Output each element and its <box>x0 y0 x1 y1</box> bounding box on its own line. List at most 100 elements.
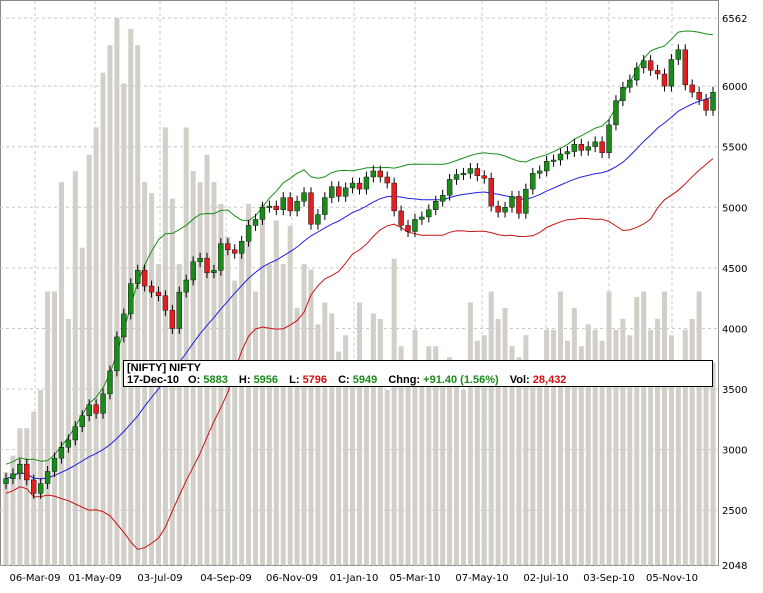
candle-body <box>453 174 460 180</box>
volume-bar <box>599 340 605 565</box>
volume-bar <box>93 127 99 566</box>
candle-body <box>24 463 30 481</box>
candle-body <box>273 205 280 210</box>
candle-body <box>391 182 397 212</box>
volume-bar <box>253 291 259 565</box>
volume-bar <box>176 264 182 565</box>
volume-bar <box>516 357 522 565</box>
candle-body <box>238 241 245 254</box>
info-close-value: 5949 <box>352 374 378 386</box>
candle-body <box>252 219 259 226</box>
candle-body <box>398 210 404 226</box>
candle-body <box>488 177 494 207</box>
y-tick-label: 4000 <box>722 324 747 335</box>
candle-body <box>495 205 501 213</box>
candle-body <box>647 60 654 71</box>
volume-bar <box>350 362 356 565</box>
volume-bar <box>433 346 439 565</box>
volume-bar <box>315 324 321 565</box>
candle-body <box>703 99 709 111</box>
info-change-label: Chng: <box>388 374 421 386</box>
volume-bar <box>266 264 272 565</box>
candle-body <box>592 141 598 147</box>
volume-bar <box>273 220 279 565</box>
candle-body <box>10 473 16 479</box>
volume-bar <box>648 329 654 565</box>
candle-body <box>79 415 85 427</box>
volume-bar <box>363 368 369 565</box>
volume-bar <box>391 258 397 565</box>
candle-body <box>329 186 335 198</box>
volume-bar <box>17 428 23 565</box>
volume-bar <box>454 384 460 565</box>
candle-body <box>190 261 196 281</box>
volume-bar <box>183 127 189 566</box>
y-tick-label: 5500 <box>722 143 747 154</box>
volume-bar <box>38 389 44 565</box>
candle-body <box>613 100 619 126</box>
volume-bar <box>710 362 716 565</box>
candle-body <box>654 70 661 75</box>
info-change-value: +91.40 (1.56%) <box>423 374 499 386</box>
candle-body <box>564 151 571 155</box>
volume-bar <box>696 291 702 565</box>
candle-body <box>446 179 453 196</box>
info-values-row: 17-Dec-10 O: 5883 H: 5956 L: 5796 C: 594… <box>127 374 709 386</box>
candle-body <box>356 182 363 190</box>
candle-body <box>287 197 293 212</box>
candle-body <box>412 219 418 232</box>
volume-bar <box>322 302 328 565</box>
candle-body <box>121 313 127 338</box>
y-tick-label: 6000 <box>722 82 747 93</box>
candle-body <box>204 257 210 273</box>
volume-bar <box>474 340 480 565</box>
volume-bar <box>10 455 16 565</box>
candle-body <box>557 153 564 161</box>
volume-bar <box>3 472 9 565</box>
volume-bar <box>495 318 501 565</box>
candle-body <box>578 144 585 151</box>
volume-bar <box>52 291 58 565</box>
candle-body <box>141 270 148 287</box>
candle-body <box>530 173 536 190</box>
candle-body <box>585 146 591 151</box>
candle-body <box>634 67 640 81</box>
volume-bar <box>384 389 390 565</box>
info-low-value: 5796 <box>302 374 328 386</box>
candle-body <box>93 404 99 414</box>
candle-body <box>183 279 189 293</box>
volume-bar <box>232 280 238 565</box>
volume-bar <box>329 313 335 565</box>
candle-body <box>176 291 182 329</box>
candle-body <box>481 175 487 179</box>
candle-body <box>620 87 626 101</box>
volume-bar <box>634 296 640 565</box>
volume-bar <box>606 291 612 565</box>
volume-bar <box>675 373 681 565</box>
volume-bar <box>162 127 168 566</box>
candle-body <box>232 249 238 254</box>
candle-body <box>460 173 467 176</box>
volume-bar <box>592 329 598 565</box>
candle-body <box>349 182 356 189</box>
candle-body <box>543 161 550 172</box>
volume-bar <box>426 346 432 565</box>
volume-bar <box>357 302 362 565</box>
candle-body <box>474 168 481 176</box>
x-tick-label: 01-May-09 <box>68 573 121 584</box>
volume-bar <box>308 269 314 565</box>
info-volume-value: 28,432 <box>532 374 567 386</box>
candle-body <box>114 336 120 372</box>
candle-body <box>550 159 557 162</box>
candle-body <box>155 291 162 296</box>
volume-bar <box>564 340 570 565</box>
candle-body <box>405 225 411 232</box>
candle-body <box>668 59 675 87</box>
candle-body <box>17 463 23 475</box>
candle-body <box>51 457 58 472</box>
volume-bar <box>668 335 674 565</box>
candle-body <box>384 176 390 184</box>
candle-body <box>162 295 169 311</box>
x-tick-label: 06-Mar-09 <box>10 573 61 584</box>
volume-bar <box>24 428 30 565</box>
